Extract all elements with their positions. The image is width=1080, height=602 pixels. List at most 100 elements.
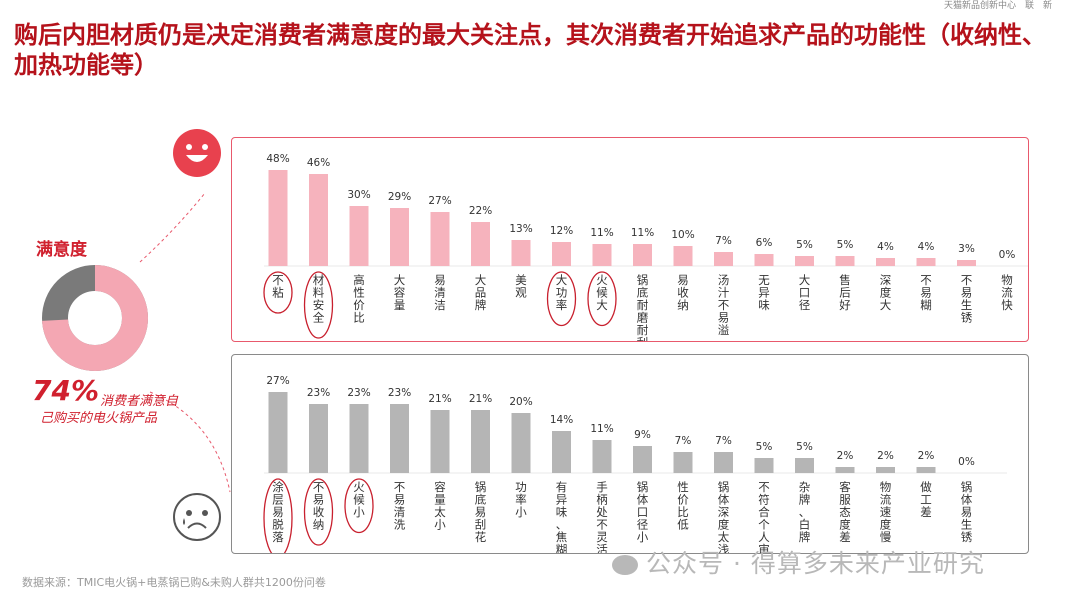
bar [916,258,936,266]
negative-factors-panel: 27% 涂层易脱落 23% 不易收纳 23% 火候小 23% 不易清洗 21% 容量太小 21% 锅底… [231,354,1029,569]
category-label: 合 [758,505,770,519]
category-label: 灵 [596,530,608,544]
category-label: 量 [394,298,406,312]
category-label: 洗 [394,518,406,532]
category-label: 后 [839,286,851,300]
category-label: 易 [313,493,325,507]
category-label: 态 [839,505,851,519]
category-label: 符 [758,493,770,507]
category-label: 焦 [556,530,568,544]
category-label: 易 [961,505,973,519]
category-label: 易 [677,273,689,287]
category-label: 、 [799,505,811,519]
bar-value-label: 22% [469,205,492,217]
bar-value-label: 2% [877,450,894,462]
category-label: 不 [596,518,608,532]
category-label: 深 [718,505,730,519]
category-label: 径 [799,298,811,312]
highlight-circle [303,271,334,339]
bar-value-label: 9% [634,429,651,441]
bar [592,244,612,266]
bar [754,458,774,473]
category-label: 太 [434,505,446,519]
category-label: 大 [596,298,608,312]
category-label: 大 [556,273,568,287]
category-label: 全 [313,311,325,325]
category-label: 易 [272,505,284,519]
watermark: 公众号 · 得算多未来产业研究 [612,544,985,580]
bar-value-label: 30% [347,189,370,201]
category-label: 浅 [718,543,730,554]
bar-value-label: 29% [388,191,411,203]
category-label: 汤 [718,273,730,287]
category-label: 牌 [799,493,811,507]
category-label: 味 [556,505,568,519]
category-label: 溢 [718,323,730,337]
category-label: 清 [394,505,406,519]
category-label: 汁 [718,286,730,300]
category-label: 度 [718,518,730,532]
bar [592,440,612,473]
bar-value-label: 12% [550,225,573,237]
category-label: 料 [313,286,325,300]
bar-value-label: 21% [428,393,451,405]
data-source-note: 数据来源：TMIC电火锅+电蒸锅已购&未购人群共1200份问卷 [22,576,326,589]
bar [835,256,855,266]
crying-face-icon [173,493,221,541]
bar-value-label: 2% [837,450,854,462]
category-label: 高 [353,273,365,287]
bar [268,392,288,473]
category-label: 粘 [272,286,284,300]
bar-value-label: 46% [307,157,330,169]
category-label: 柄 [596,493,608,507]
category-label: 火 [596,273,608,287]
category-label: 活 [596,543,608,554]
category-label: 易 [475,505,487,519]
category-label: 售 [839,273,851,287]
page-title: 购后内胆材质仍是决定消费者满意度的最大关注点，其次消费者开始追求产品的功能性（收… [14,21,1046,79]
bar [552,431,571,473]
positive-factors-bar-chart: 48%不粘46%材料安全30%高性价比29%大容量27%易清洁22%大品牌13%… [263,153,1048,350]
bar-value-label: 2% [918,450,935,462]
category-label: 容 [394,286,406,300]
category-label: 大 [880,298,892,312]
bar [714,252,733,266]
bar [390,208,409,266]
bar [876,467,895,473]
bar-value-label: 14% [550,414,573,426]
category-label: 口 [637,505,649,519]
category-label: 不 [394,480,406,494]
category-label: 度 [880,286,892,300]
category-label: 差 [920,505,932,519]
category-label: 底 [637,286,649,300]
category-label: 层 [272,493,284,507]
category-label: 小 [515,505,527,519]
category-label: 慢 [880,530,892,544]
category-label: 度 [880,518,892,532]
category-label: 刮 [475,518,487,532]
bar-value-label: 5% [796,441,813,453]
bar-value-label: 6% [756,237,773,249]
category-label: 比 [677,505,689,519]
category-label: 易 [920,286,932,300]
category-label: 杂 [799,480,811,494]
bar [309,404,328,473]
category-label: 深 [880,273,892,287]
highlight-circle [263,271,293,314]
bar-value-label: 13% [509,223,532,235]
negative-factors-bar-chart: 27%涂层易脱落23%不易收纳23%火候小23%不易清洗21%容量太小21%锅底… [263,375,1007,569]
category-label: 火 [353,480,365,494]
category-label: 速 [880,505,892,519]
category-label: 审 [758,543,770,554]
category-label: 锈 [961,311,973,325]
category-label: 物 [1001,273,1013,287]
category-label: 径 [637,518,649,532]
category-label: 味 [758,298,770,312]
bar [957,260,976,266]
category-label: 锈 [961,530,973,544]
category-label: 底 [475,493,487,507]
category-label: 功 [556,286,568,300]
category-label: 锅 [961,480,973,494]
category-label: 价 [353,298,365,312]
category-label: 功 [515,480,527,494]
